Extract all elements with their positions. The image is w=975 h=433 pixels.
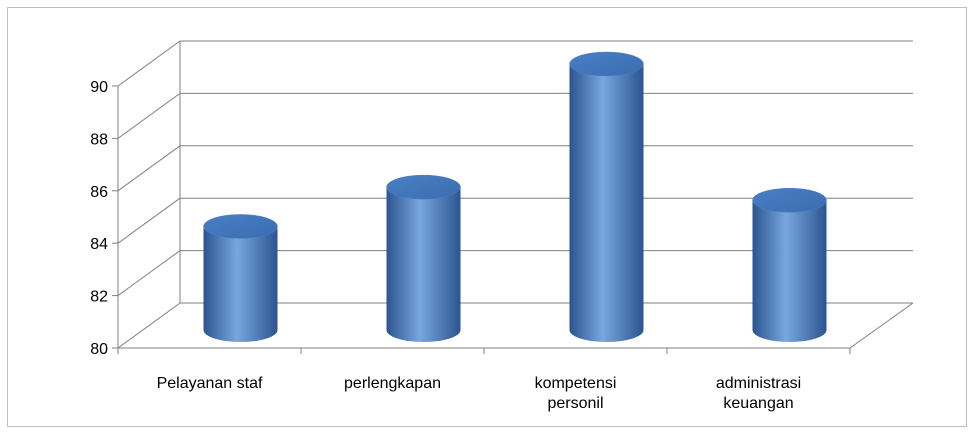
y-tick-label: 86 — [90, 184, 108, 201]
gridline-diagonal — [117, 197, 181, 244]
y-tick-label: 80 — [90, 341, 108, 358]
x-tick-label: Pelayanan staf — [157, 375, 263, 392]
y-tick-label: 84 — [90, 236, 108, 253]
bar-body — [752, 200, 827, 342]
bar-body — [203, 226, 278, 342]
floor-right-edge — [849, 302, 914, 349]
x-tick-label: perlengkapan — [344, 375, 441, 392]
bar-top — [386, 174, 461, 200]
gridline-diagonal — [117, 302, 181, 349]
x-tick-label: kompetensi personil — [535, 375, 617, 412]
gridline-diagonal — [117, 250, 181, 297]
y-tick-label: 90 — [90, 79, 108, 96]
bar — [752, 187, 827, 342]
bar-body — [386, 187, 461, 342]
bar-top — [203, 214, 278, 239]
y-tick-label: 82 — [90, 289, 108, 306]
bar-top — [569, 51, 644, 77]
x-tick-label: administrasi keuangan — [716, 375, 801, 412]
bar-body — [569, 64, 644, 342]
bar-chart: 80 82 84 86 88 90 Pelayanan staf perlengkapan ko… — [90, 40, 914, 412]
y-tick-label: 88 — [90, 131, 108, 148]
bar — [569, 51, 644, 342]
gridline-diagonal — [117, 145, 181, 192]
bar — [203, 214, 278, 342]
gridline-diagonal — [117, 40, 181, 87]
bar-top — [752, 187, 827, 213]
gridline-diagonal — [117, 92, 181, 139]
chart-frame: 80 82 84 86 88 90 Pelayanan staf perlengkapan ko… — [7, 7, 967, 427]
bar — [386, 174, 461, 342]
